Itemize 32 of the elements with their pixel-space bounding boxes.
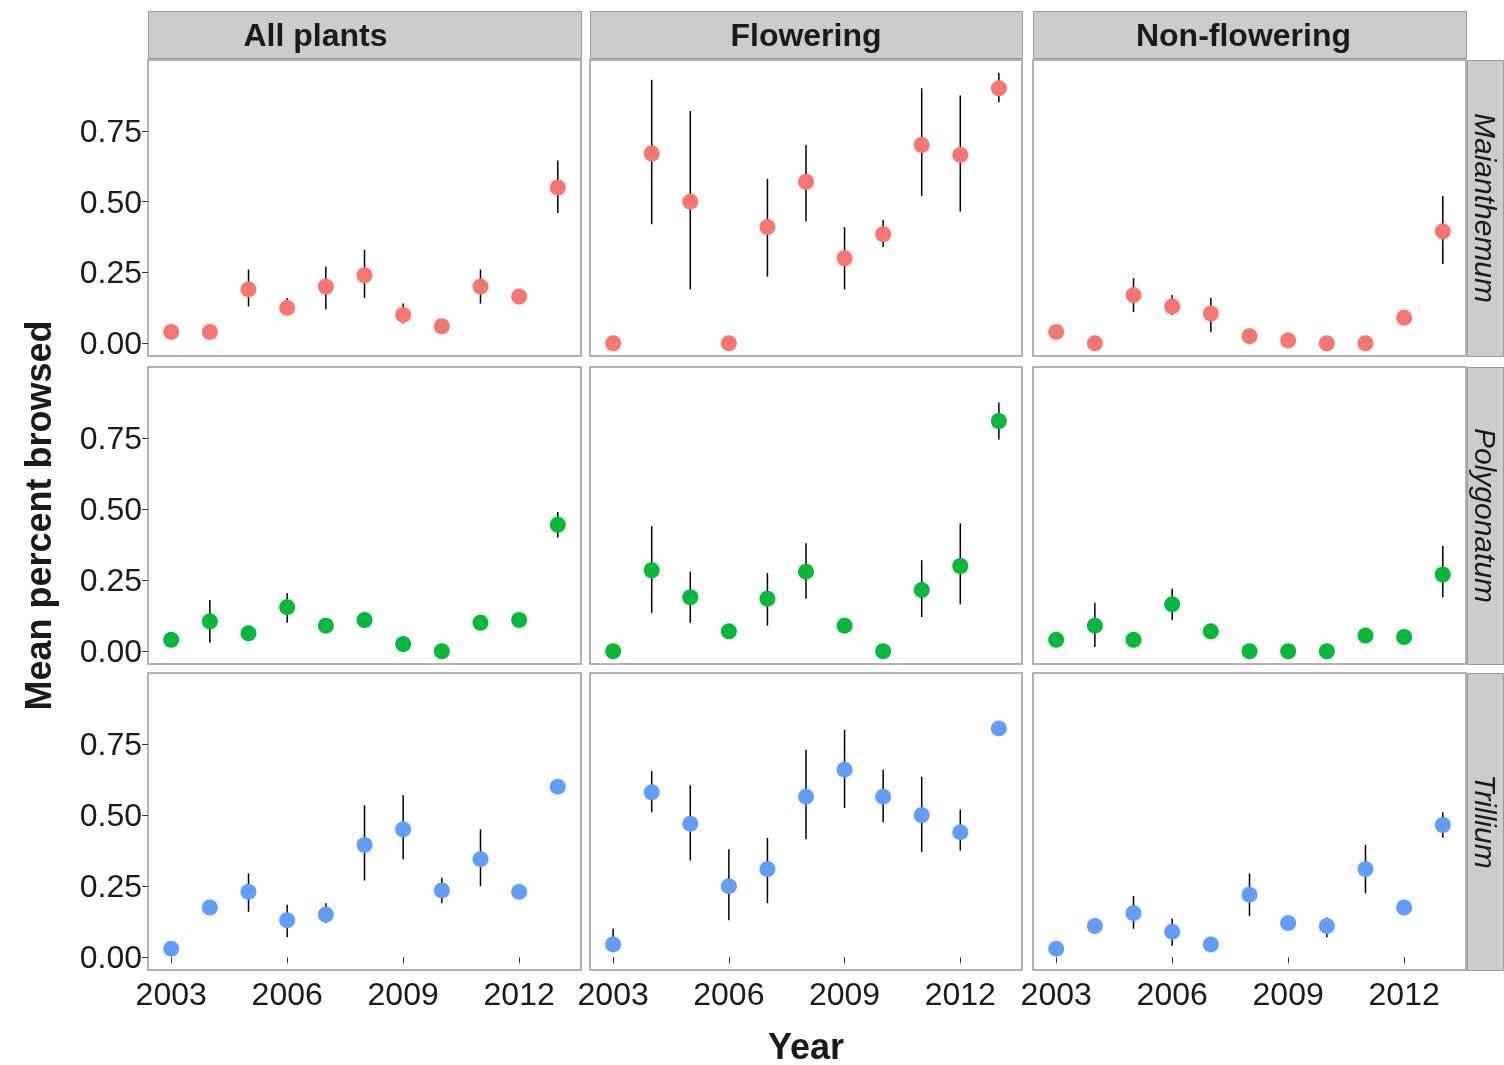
x-tick-label: 2003 bbox=[135, 976, 207, 1012]
y-tick-label: 0.75 bbox=[79, 726, 142, 763]
x-tick-label: 2012 bbox=[1368, 976, 1440, 1012]
x-tick-label: 2006 bbox=[1136, 976, 1208, 1012]
x-axis-title: Year bbox=[767, 1025, 845, 1065]
y-tick-label: 0.50 bbox=[79, 797, 142, 834]
y-tick-label: 0.00 bbox=[79, 939, 142, 976]
y-tick-label: 0.25 bbox=[79, 562, 142, 599]
chart-title: Flowering bbox=[730, 17, 882, 53]
x-tick-label: 2006 bbox=[693, 976, 765, 1012]
x-tick-label: 2009 bbox=[808, 976, 881, 1012]
chart-title: All plants bbox=[243, 17, 388, 53]
text: Polygonatum bbox=[1468, 427, 1502, 604]
chart-title: Non-flowering bbox=[1135, 17, 1352, 53]
x-tick-label: 2003 bbox=[577, 976, 649, 1012]
x-tick-label: 2009 bbox=[367, 976, 439, 1012]
y-axis-title: Mean percent browsed bbox=[17, 320, 59, 711]
x-tick-label: 2006 bbox=[251, 976, 323, 1012]
y-tick-label: 0.25 bbox=[79, 254, 142, 291]
y-tick-label: 0.00 bbox=[79, 633, 142, 670]
y-tick-label: 0.50 bbox=[79, 491, 142, 528]
x-tick-label: 2012 bbox=[924, 976, 996, 1012]
text: Maianthemum bbox=[1468, 112, 1502, 304]
y-tick-label: 0.50 bbox=[79, 183, 142, 220]
y-tick-label: 0.00 bbox=[79, 325, 142, 362]
x-tick-label: 2003 bbox=[1020, 976, 1092, 1012]
x-tick-label: 2012 bbox=[483, 976, 555, 1012]
y-tick-label: 0.75 bbox=[79, 112, 142, 149]
y-tick-label: 0.25 bbox=[79, 868, 142, 905]
text: Trillium bbox=[1468, 774, 1502, 869]
x-tick-label: 2009 bbox=[1252, 976, 1324, 1012]
y-tick-label: 0.75 bbox=[79, 420, 142, 457]
